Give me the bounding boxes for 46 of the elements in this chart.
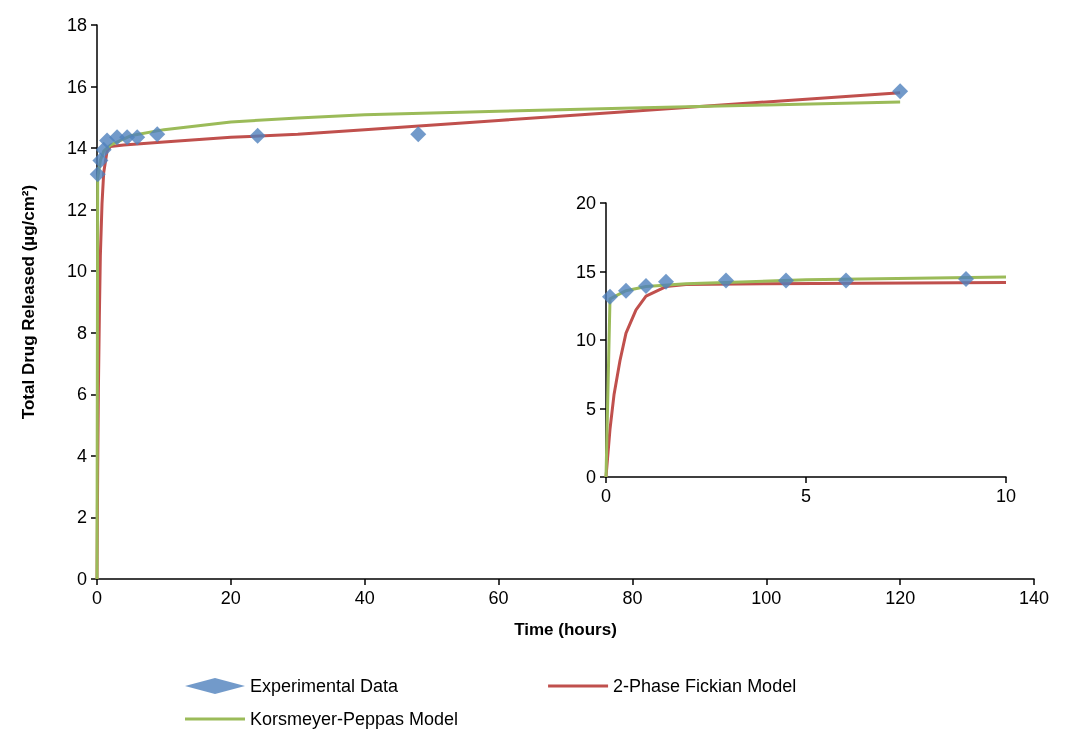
y-tick-label: 5 [585, 398, 596, 419]
y-axis-title: Total Drug Released (µg/cm²) [19, 184, 38, 420]
point [618, 282, 634, 299]
point [778, 272, 794, 289]
x-tick-label: 60 [488, 588, 509, 608]
y-tick-label: 15 [575, 261, 596, 282]
point [838, 272, 854, 289]
legend-label: Korsmeyer-Peppas Model [250, 709, 459, 729]
point [149, 126, 166, 143]
point [89, 166, 106, 183]
y-tick-label: 4 [76, 445, 87, 466]
y-tick-label: 12 [66, 199, 87, 220]
y-tick-label: 14 [66, 138, 87, 159]
x-tick-label: 80 [622, 588, 643, 608]
x-tick-label: 0 [91, 588, 103, 608]
x-tick-label: 100 [751, 588, 782, 608]
y-tick-label: 10 [66, 261, 87, 282]
x-tick-label: 40 [354, 588, 375, 608]
x-tick-label: 120 [885, 588, 916, 608]
point [638, 277, 654, 294]
x-axis-title: Time (hours) [514, 620, 617, 639]
point [249, 127, 266, 144]
x-tick-label: 10 [995, 486, 1017, 506]
point [602, 288, 618, 305]
y-tick-label: 10 [575, 330, 596, 350]
point [658, 273, 674, 290]
y-tick-label: 0 [585, 467, 596, 487]
x-tick-label: 0 [600, 486, 612, 506]
point [958, 271, 974, 288]
point [410, 126, 427, 143]
point [892, 83, 909, 100]
x-tick-label: 5 [800, 486, 812, 506]
legend-label: Experimental Data [250, 676, 400, 696]
point [129, 129, 146, 146]
legend-label: 2-Phase Fickian Model [613, 676, 797, 696]
y-tick-label: 0 [76, 569, 87, 589]
y-tick-label: 6 [76, 384, 87, 405]
y-tick-label: 18 [66, 15, 87, 35]
y-tick-label: 2 [76, 507, 87, 528]
x-tick-label: 20 [220, 588, 241, 608]
x-tick-label: 140 [1018, 588, 1050, 608]
y-tick-label: 16 [66, 76, 87, 97]
point [92, 152, 109, 169]
point [718, 272, 734, 289]
y-tick-label: 20 [575, 193, 596, 213]
y-tick-label: 8 [76, 322, 87, 343]
